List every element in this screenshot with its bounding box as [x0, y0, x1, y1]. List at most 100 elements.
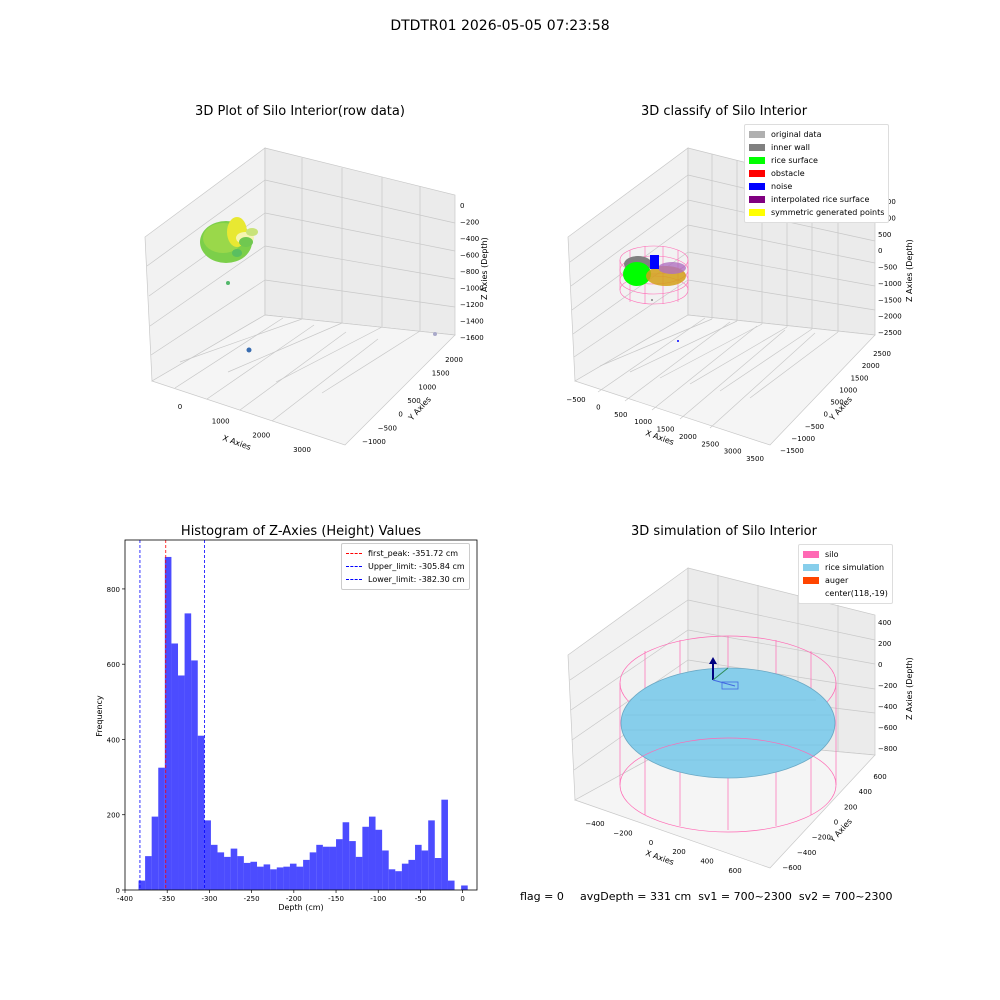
simulation-legend-label: rice simulation — [825, 563, 885, 572]
histogram-bar — [197, 735, 205, 890]
simulation-legend: silo rice simulation auger center(118,-19) — [798, 544, 893, 604]
simulation-y-tick: −200 — [812, 834, 831, 842]
raw-y-tick: −500 — [378, 424, 397, 432]
raw-data-cloud — [200, 217, 437, 353]
histogram-legend-line — [346, 579, 362, 580]
raw-y-tick: −1000 — [362, 438, 386, 446]
classify-x-tick: 2000 — [679, 433, 697, 441]
histogram-x-tick: -400 — [117, 895, 133, 903]
classify-legend-swatch — [749, 170, 765, 177]
simulation-y-tick: −400 — [797, 849, 816, 857]
raw-z-tick: 0 — [460, 202, 464, 210]
histogram-legend-item: first_peak: -351.72 cm — [346, 547, 465, 560]
classify-y-tick: −1500 — [780, 447, 804, 455]
histogram-bar — [145, 856, 152, 890]
histogram-legend: first_peak: -351.72 cm Upper_limit: -305.… — [341, 543, 470, 590]
classify-legend-item: noise — [749, 180, 884, 193]
simulation-z-tick: 200 — [878, 640, 891, 648]
histogram-bar — [257, 866, 264, 890]
simulation-plot-title: 3D simulation of Silo Interior — [631, 524, 817, 539]
histogram-legend-line — [346, 566, 362, 567]
simulation-x-tick: 600 — [728, 867, 741, 875]
footer-stats: avgDepth = 331 cm sv1 = 700~2300 sv2 = 7… — [580, 890, 893, 903]
classify-legend-label: rice surface — [771, 156, 818, 165]
simulation-rice-mesh — [622, 699, 834, 761]
histogram-bar — [322, 846, 330, 890]
histogram-frame — [124, 539, 478, 891]
histogram-bar — [461, 885, 468, 890]
histogram-bar — [250, 861, 258, 890]
histogram-bar — [210, 844, 218, 890]
simulation-x-tick: 400 — [700, 858, 713, 866]
classify-x-tick: 500 — [614, 411, 627, 419]
simulation-legend-label: auger — [825, 576, 849, 585]
raw-x-ticks: 0 1000 2000 3000 — [178, 403, 311, 454]
classify-z-tick: −1000 — [878, 280, 902, 288]
histogram-y-ticks: 0 200 400 600 800 — [107, 586, 125, 895]
footer-flag: flag = 0 — [520, 890, 564, 903]
simulation-x-tick: −400 — [585, 820, 604, 828]
raw-z-tick: −1200 — [460, 301, 484, 309]
histogram-bar — [316, 844, 323, 890]
classify-y-tick: 2000 — [862, 362, 880, 370]
simulation-y-tick: −600 — [782, 864, 801, 872]
classify-legend-label: symmetric generated points — [771, 208, 885, 217]
simulation-x-tick: −200 — [613, 829, 632, 837]
classify-y-tick: 500 — [830, 399, 843, 407]
classify-legend-item: interpolated rice surface — [749, 193, 884, 206]
auger-icon — [709, 657, 739, 690]
histogram-bar — [217, 852, 225, 890]
histogram-x-tick: -100 — [370, 895, 386, 903]
classify-x-tick: 0 — [596, 403, 600, 411]
histogram-x-tick: -250 — [244, 895, 260, 903]
simulation-legend-label: center(118,-19) — [825, 589, 888, 598]
classify-plot-title: 3D classify of Silo Interior — [640, 104, 808, 119]
histogram-bar — [184, 613, 192, 890]
histogram-bar — [355, 856, 363, 890]
raw-z-tick: −1400 — [460, 318, 484, 326]
raw-x-tick: 1000 — [212, 417, 230, 425]
histogram-bar — [243, 862, 251, 890]
classify-legend-label: obstacle — [771, 169, 805, 178]
histogram-y-tick: 400 — [107, 736, 120, 744]
histogram-bar — [428, 820, 435, 890]
simulation-y-tick: 200 — [844, 803, 857, 811]
simulation-x-label: X Axies — [644, 848, 675, 867]
histogram-bar — [283, 866, 290, 890]
classify-z-tick: −500 — [878, 264, 897, 272]
classify-x-tick: 3500 — [746, 455, 764, 463]
histogram-bar — [158, 767, 165, 890]
histogram-x-label: Depth (cm) — [278, 903, 323, 912]
simulation-y-tick: 400 — [859, 788, 872, 796]
raw-z-ticks: 0 −200 −400 −600 −800 −1000 −1200 −1400 −1600 — [460, 202, 484, 342]
raw-z-tick: −600 — [460, 252, 479, 260]
raw-x-tick: 0 — [178, 403, 182, 411]
simulation-y-tick: 0 — [834, 819, 838, 827]
classify-y-tick: −1000 — [791, 435, 815, 443]
raw-pane-floor — [151, 314, 456, 446]
histogram-legend-label: Lower_limit: -382.30 cm — [368, 575, 465, 584]
classify-y-tick: 1500 — [851, 374, 869, 382]
histogram-bar — [362, 826, 369, 890]
classify-legend-swatch — [749, 183, 765, 190]
raw-z-tick: −1600 — [460, 334, 484, 342]
classify-z-tick: 0 — [878, 247, 882, 255]
classify-y-tick: 1000 — [839, 386, 857, 394]
histogram-bar — [263, 864, 271, 890]
classify-legend: original data inner wall rice surface obsta… — [744, 124, 890, 223]
histogram-y-label: Frequency — [95, 695, 104, 737]
classify-y-tick: −500 — [805, 423, 824, 431]
simulation-legend-swatch — [803, 564, 819, 571]
histogram-bar — [368, 816, 376, 890]
histogram-bar — [447, 880, 455, 890]
histogram-bar — [421, 850, 429, 890]
histogram-bar — [138, 880, 146, 890]
raw-x-tick: 3000 — [293, 446, 311, 454]
histogram-legend-label: Upper_limit: -305.84 cm — [368, 562, 465, 571]
classify-legend-swatch — [749, 209, 765, 216]
histogram-bar — [309, 852, 317, 890]
classify-legend-item: rice surface — [749, 154, 884, 167]
classify-z-tick: 500 — [878, 231, 891, 239]
simulation-z-tick: −800 — [878, 745, 897, 753]
